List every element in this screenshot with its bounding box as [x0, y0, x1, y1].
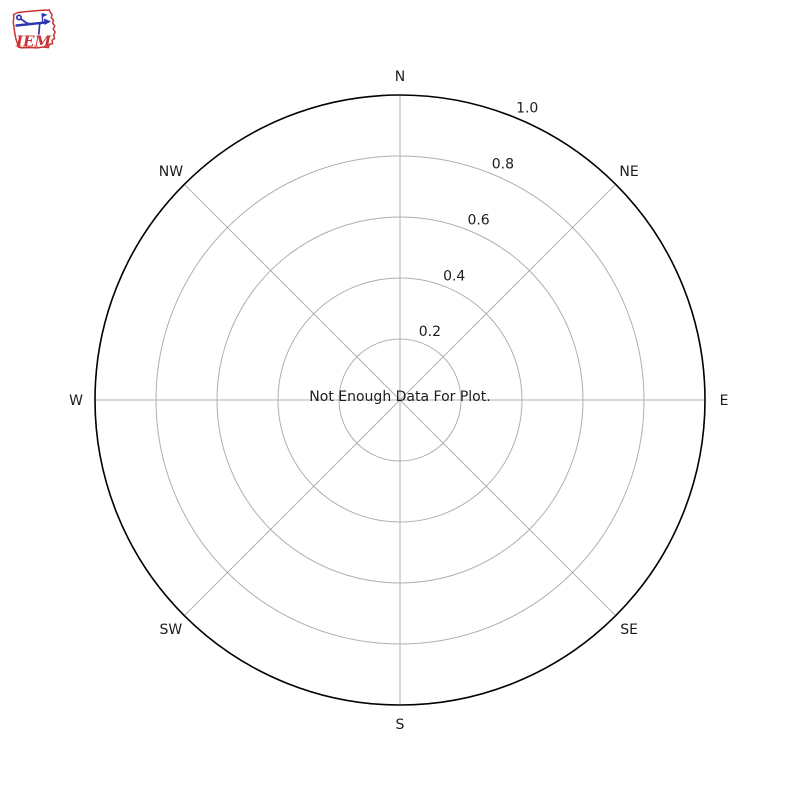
grid-spoke: [399, 183, 617, 401]
no-data-message: Not Enough Data For Plot.: [309, 389, 490, 405]
radial-tick-label: 0.6: [467, 212, 489, 228]
iem-logo-svg: IEM: [12, 9, 56, 51]
radial-tick-label: 0.8: [492, 156, 514, 172]
iowa-outline-icon: [12, 9, 56, 49]
anemometer-cup-icon: [15, 14, 23, 21]
direction-label-w: W: [69, 393, 83, 409]
radial-tick-label: 1.0: [516, 101, 538, 117]
direction-label-e: E: [720, 393, 729, 409]
grid-spoke: [183, 399, 401, 617]
direction-label-sw: SW: [160, 622, 183, 638]
direction-label-se: SE: [620, 622, 638, 638]
direction-label-nw: NW: [159, 164, 183, 180]
mast-icon: [37, 21, 41, 35]
direction-label-s: S: [396, 717, 405, 733]
wind-arrow-icon: [44, 18, 51, 25]
grid-spoke: [399, 399, 617, 617]
radial-tick-label: 0.4: [443, 268, 465, 284]
anemometer-arm-icon: [19, 18, 29, 25]
direction-label-n: N: [395, 69, 405, 85]
wind-vane-flag-icon: [42, 13, 48, 18]
polar-axis-outline: [94, 94, 706, 706]
radial-tick-label: 0.2: [419, 324, 441, 340]
direction-label-ne: NE: [619, 164, 638, 180]
grid-spoke: [183, 183, 401, 401]
anemometer-hub-icon: [26, 22, 30, 26]
iem-logo: IEM: [9, 5, 63, 53]
iem-logo-text: IEM: [15, 33, 51, 51]
